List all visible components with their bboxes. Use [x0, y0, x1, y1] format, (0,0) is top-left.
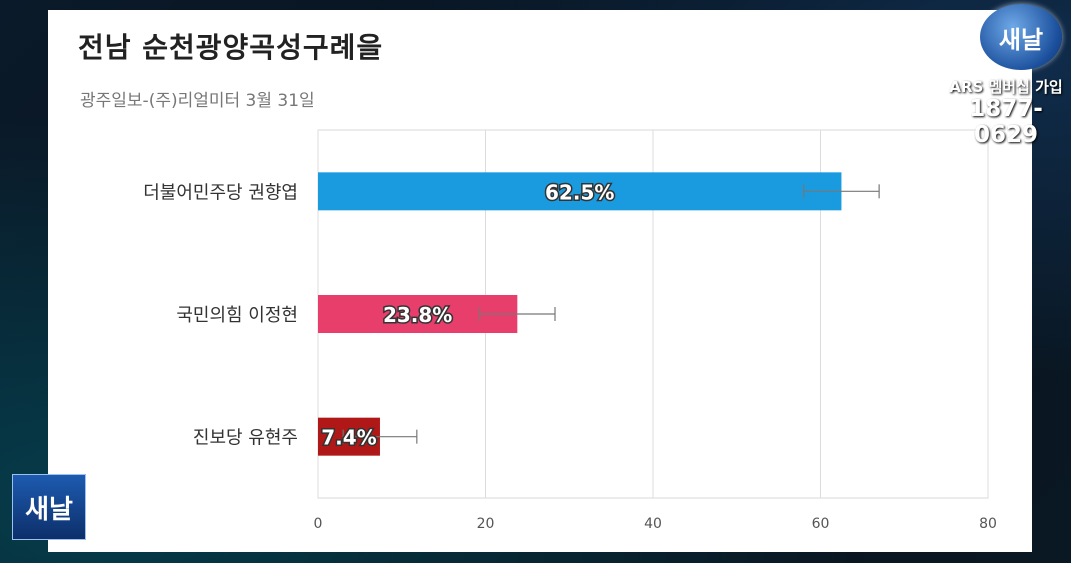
- category-label-1: 국민의힘 이정현: [176, 305, 298, 326]
- ars-phone-number: 1877-0629: [969, 96, 1043, 148]
- x-tick-label-2: 40: [644, 516, 662, 532]
- x-tick-label-1: 20: [477, 516, 495, 532]
- channel-logo-bottom: 새날: [12, 474, 86, 540]
- data-label-0: 62.5%: [545, 180, 614, 204]
- data-label-2: 7.4%: [321, 426, 376, 450]
- chart-panel: [48, 10, 1032, 552]
- channel-logo-top: 새날: [980, 4, 1062, 70]
- data-label-1: 23.8%: [383, 303, 452, 327]
- chart-subtitle: 광주일보-(주)리얼미터 3월 31일: [80, 91, 315, 111]
- category-label-0: 더불어민주당 권향엽: [143, 182, 298, 203]
- x-tick-label-4: 80: [979, 516, 997, 532]
- ars-membership-text: ARS 멤버십 가입: [949, 78, 1063, 96]
- x-tick-label-0: 0: [314, 516, 323, 532]
- chart-title: 전남 순천광양곡성구례을: [78, 31, 384, 64]
- category-label-2: 진보당 유현주: [193, 428, 298, 449]
- x-tick-label-3: 60: [812, 516, 830, 532]
- bar-0: [318, 172, 842, 211]
